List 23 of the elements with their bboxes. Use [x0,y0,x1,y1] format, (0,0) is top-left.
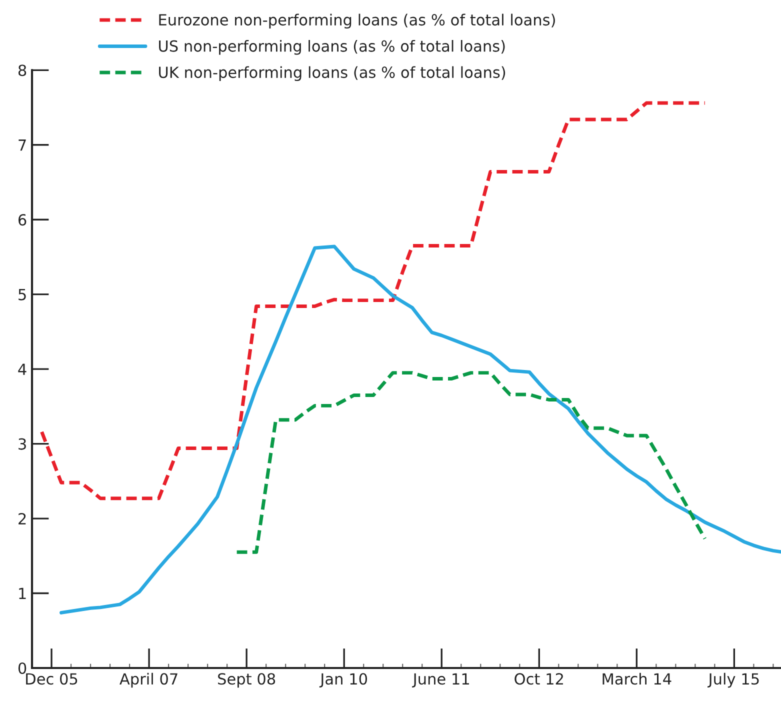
x-tick-label: March 14 [602,672,672,685]
x-tick-label: June 11 [412,673,469,688]
x-tick-label: Oct 12 [514,673,563,685]
y-tick-label: 1 [19,588,26,600]
y-tick-label: 8 [18,64,26,76]
x-tick-label: Sept 08 [218,673,276,688]
x-tick-label: Jan 10 [319,673,368,688]
y-tick-label: 2 [18,512,26,524]
y-tick-label: 3 [18,438,26,450]
x-tick-label: Dec 05 [26,673,78,685]
line-series [60,244,781,614]
legend-label: Eurozone non-performing loans (as % of total loans) [159,14,555,29]
line-series [235,371,707,554]
y-tick-label: 5 [18,289,26,300]
line-series [40,101,707,500]
legend-label: US non-performing loans (as % of total loans) [159,40,505,55]
y-tick-label: 7 [18,140,26,151]
y-tick-label: 6 [18,214,26,226]
x-tick-label: July 15 [708,672,759,688]
y-tick-label: 4 [18,364,26,375]
legend-label: UK non-performing loans (as % of total loans) [159,66,506,82]
x-tick-label: April 07 [120,672,178,688]
y-tick-label: 0 [18,662,26,674]
